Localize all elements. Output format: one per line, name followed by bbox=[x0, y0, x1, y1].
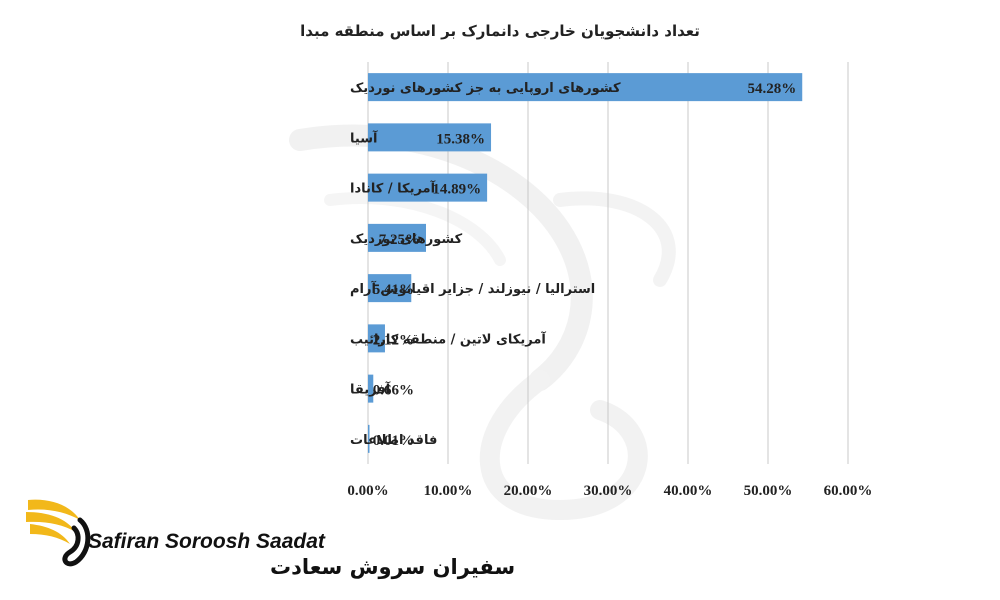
bar bbox=[368, 274, 412, 303]
data-label: 54.28% bbox=[747, 81, 796, 97]
x-tick-label: 20.00% bbox=[504, 483, 553, 499]
x-tick-label: 0.00% bbox=[347, 483, 388, 499]
logo-name-en: Safiran Soroosh Saadat bbox=[88, 530, 326, 553]
category-label: کشورهای اروپایی به جز کشورهای نوردیک bbox=[350, 81, 621, 96]
data-label: 0.66% bbox=[373, 383, 414, 399]
bar bbox=[368, 223, 426, 252]
bar bbox=[368, 123, 492, 152]
x-tick-label: 60.00% bbox=[824, 483, 873, 499]
category-label: آمریکای لاتین / منطقه کارائیب bbox=[350, 330, 546, 347]
bar bbox=[368, 173, 488, 202]
company-logo: Safiran Soroosh Saadat سفیران سروش سعادت bbox=[26, 499, 515, 579]
bars bbox=[368, 73, 803, 453]
data-label: 2.12% bbox=[373, 332, 414, 348]
category-label: آسیا bbox=[350, 129, 378, 146]
category-labels: کشورهای اروپایی به جز کشورهای نوردیک آسیا… bbox=[350, 81, 621, 448]
bar bbox=[368, 424, 370, 453]
x-tick-label: 50.00% bbox=[744, 483, 793, 499]
category-label: کشورهای نوردیک bbox=[350, 232, 463, 247]
x-tick-label: 40.00% bbox=[664, 483, 713, 499]
category-label: استرالیا / نیوزلند / جزایر اقیانوس آرام bbox=[350, 280, 595, 297]
x-tick-label: 30.00% bbox=[584, 483, 633, 499]
category-label: فاقد اطلاعات bbox=[350, 433, 437, 448]
chart-title: تعداد دانشجویان خارجی دانمارک بر اساس من… bbox=[300, 22, 700, 40]
x-tick-label: 10.00% bbox=[424, 483, 473, 499]
wing-icon bbox=[26, 499, 91, 567]
data-label: 14.89% bbox=[432, 182, 481, 198]
value-labels: 54.28% 15.38% 14.89% 7.25% 5.41% 2.12% 0.66% 0.… bbox=[373, 81, 796, 449]
category-label: آفریقا bbox=[350, 381, 391, 398]
data-label: 5.41% bbox=[373, 282, 414, 298]
data-label: 0.01% bbox=[373, 433, 414, 449]
data-label: 7.25% bbox=[379, 232, 420, 248]
x-axis-ticks: 0.00% 10.00% 20.00% 30.00% 40.00% 50.00% 60.00… bbox=[347, 483, 872, 499]
category-label: آمریکا / کانادا bbox=[350, 180, 436, 197]
bar bbox=[368, 374, 374, 403]
bar bbox=[368, 73, 803, 102]
bar bbox=[368, 324, 385, 353]
data-label: 15.38% bbox=[436, 131, 485, 147]
logo-name-fa: سفیران سروش سعادت bbox=[270, 555, 515, 579]
gridlines bbox=[367, 62, 849, 464]
